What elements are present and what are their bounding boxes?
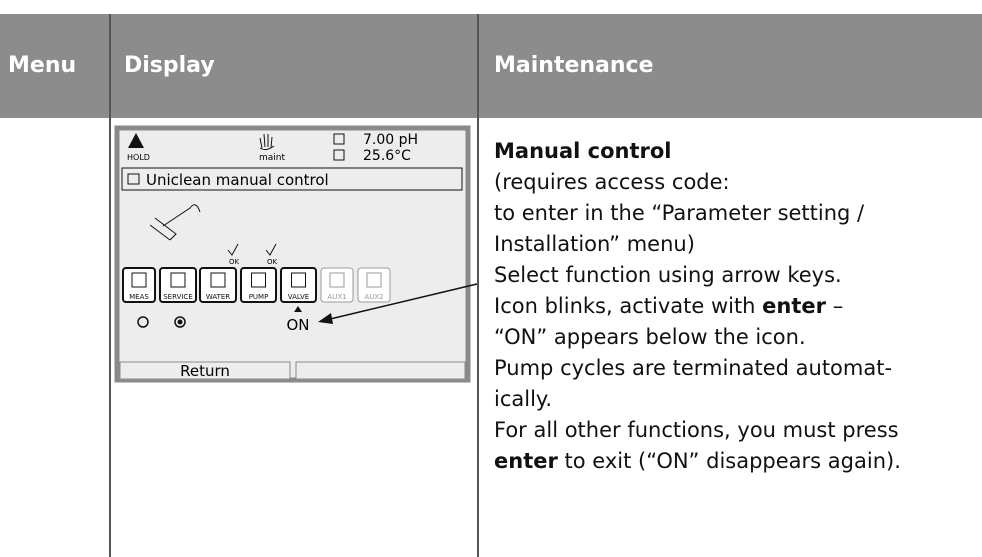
table-header bbox=[0, 14, 982, 118]
softkey bbox=[295, 361, 466, 380]
channel-box bbox=[333, 133, 345, 145]
status-label: ON bbox=[286, 316, 309, 334]
column-divider bbox=[477, 14, 479, 557]
text-line: enter to exit (“ON” disappears again). bbox=[494, 446, 901, 477]
function-icons: MEAS SERVICE WATER PUMP VALVE AUX1 AUX2 bbox=[122, 267, 391, 303]
text: to enter in the “Parameter setting / bbox=[494, 201, 865, 225]
text-line: Installation” menu) bbox=[494, 229, 901, 260]
warning-icon bbox=[128, 133, 144, 148]
text: to exit (“ON” disappears again). bbox=[557, 449, 901, 473]
icon-label: SERVICE bbox=[163, 293, 193, 301]
icon-glyph bbox=[329, 272, 345, 288]
icon-glyph bbox=[210, 272, 226, 288]
function-icon bbox=[159, 267, 197, 303]
icon-label: AUX1 bbox=[327, 293, 346, 301]
text-line: to enter in the “Parameter setting / bbox=[494, 198, 901, 229]
measured-value: 25.6°C bbox=[363, 148, 411, 164]
icon-label: PUMP bbox=[249, 293, 269, 301]
check-marks bbox=[227, 243, 277, 256]
column-divider bbox=[109, 14, 111, 557]
arrow-head bbox=[318, 313, 333, 324]
function-icon bbox=[320, 267, 354, 303]
text: Installation” menu) bbox=[494, 232, 695, 256]
function-icon bbox=[240, 267, 277, 303]
function-icon bbox=[122, 267, 156, 303]
icon-label: MEAS bbox=[129, 293, 149, 301]
text: Icon blinks, activate with bbox=[494, 294, 763, 318]
icon-label: VALVE bbox=[288, 293, 309, 301]
function-icon bbox=[280, 267, 317, 303]
text-line: “ON” appears below the icon. bbox=[494, 322, 901, 353]
indicator bbox=[177, 319, 183, 325]
maint-label: maint bbox=[259, 153, 285, 163]
channel-box bbox=[333, 149, 345, 161]
icon-label: AUX2 bbox=[364, 293, 383, 301]
screen-title: Uniclean manual control bbox=[146, 171, 329, 189]
text: Select function using arrow keys. bbox=[494, 263, 842, 287]
header-cell: Menu bbox=[8, 53, 77, 78]
text-line: Icon blinks, activate with enter – bbox=[494, 291, 901, 322]
screen-frame bbox=[114, 125, 471, 383]
header-cell: Maintenance bbox=[494, 53, 654, 78]
text: ically. bbox=[494, 387, 553, 411]
hand-icon bbox=[259, 133, 275, 151]
text-line: ically. bbox=[494, 384, 901, 415]
function-icon bbox=[357, 267, 391, 303]
text: “ON” appears below the icon. bbox=[494, 325, 806, 349]
callout-arrow bbox=[325, 283, 478, 321]
text: (requires access code: bbox=[494, 170, 730, 194]
maintenance-text: Manual control (requires access code: to… bbox=[494, 136, 901, 477]
icon-label: WATER bbox=[206, 293, 230, 301]
check-label: OK bbox=[229, 258, 240, 266]
probe-icon bbox=[149, 204, 201, 241]
title-box bbox=[121, 167, 463, 191]
menu-icon bbox=[127, 173, 140, 185]
header-cell: Display bbox=[124, 53, 215, 78]
icon-glyph bbox=[170, 272, 186, 288]
text-line: Select function using arrow keys. bbox=[494, 260, 901, 291]
icon-glyph bbox=[251, 272, 266, 288]
text-line: Pump cycles are terminated automat- bbox=[494, 353, 901, 384]
icon-glyph bbox=[291, 272, 306, 288]
text-line: For all other functions, you must press bbox=[494, 415, 901, 446]
function-icon bbox=[199, 267, 237, 303]
icon-glyph bbox=[131, 272, 147, 288]
hold-label: HOLD bbox=[127, 153, 150, 162]
heading: Manual control bbox=[494, 139, 672, 163]
softkey bbox=[119, 361, 291, 380]
indicator bbox=[137, 316, 149, 328]
keyword: enter bbox=[494, 449, 558, 473]
indicator bbox=[174, 316, 186, 328]
icon-glyph bbox=[366, 272, 382, 288]
text: Pump cycles are terminated automat- bbox=[494, 356, 893, 380]
text: For all other functions, you must press bbox=[494, 418, 899, 442]
cursor bbox=[294, 306, 302, 312]
check-label: OK bbox=[267, 258, 278, 266]
text-line: (requires access code: bbox=[494, 167, 901, 198]
keyword: enter bbox=[762, 294, 827, 318]
measured-value: 7.00 pH bbox=[363, 132, 418, 148]
softkey-label: Return bbox=[180, 362, 230, 380]
text: – bbox=[826, 294, 844, 318]
